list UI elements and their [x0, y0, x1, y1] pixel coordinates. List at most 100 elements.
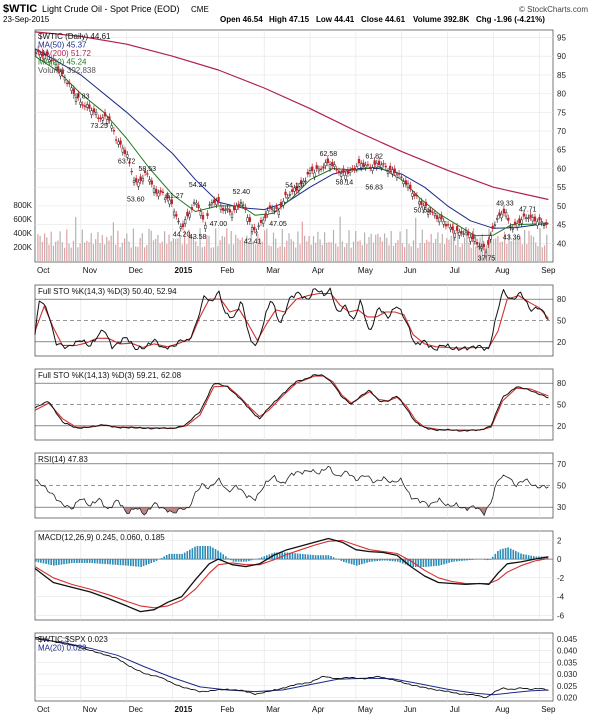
macd-histogram-bar: [117, 559, 119, 565]
volume-bar: [106, 237, 107, 262]
macd-histogram-bar: [156, 559, 158, 561]
y-tick-label: 60: [557, 164, 566, 173]
volume-bar: [362, 245, 363, 262]
y-tick-label: 40: [557, 239, 566, 248]
macd-histogram-bar: [56, 559, 58, 565]
volume-bar: [88, 242, 89, 262]
y-tick-label: 0.025: [557, 682, 578, 691]
price-candle-body: [151, 181, 153, 184]
price-candle-body: [305, 181, 307, 182]
volume-bar: [115, 245, 116, 262]
macd-histogram-bar: [125, 559, 127, 565]
volume-bar: [240, 240, 241, 262]
volume-bar: [324, 232, 325, 262]
price-candle-body: [118, 142, 120, 144]
macd-histogram-bar: [243, 559, 245, 562]
volume-bar: [420, 243, 421, 262]
price-candle-body: [229, 210, 231, 213]
volume-bar: [280, 246, 281, 262]
price-candle-body: [354, 168, 356, 169]
volume-bar: [117, 231, 118, 262]
volume-bar: [162, 242, 163, 263]
macd-histogram-bar: [215, 549, 217, 559]
price-candle-body: [338, 171, 340, 173]
macd-histogram-bar: [433, 559, 435, 566]
volume-bar: [353, 242, 354, 263]
macd-histogram-bar: [518, 552, 520, 559]
price-candle-body: [80, 102, 82, 104]
macd-histogram-bar: [359, 559, 361, 565]
price-candle-body: [135, 179, 137, 183]
volume-bar: [475, 247, 476, 263]
x-tick-label: 2015: [175, 266, 193, 275]
macd-histogram-bar: [253, 559, 255, 560]
macd-histogram-bar: [507, 547, 509, 559]
volume-bar: [468, 242, 469, 262]
macd-histogram-bar: [187, 551, 189, 559]
price-annotation: 73.25: [90, 123, 108, 130]
price-candle-body: [532, 217, 534, 221]
macd-histogram-bar: [169, 554, 171, 559]
macd-histogram-bar: [66, 559, 68, 564]
price-candle-body: [467, 232, 469, 235]
price-candle-body: [280, 202, 282, 206]
volume-bar: [104, 245, 105, 263]
volume-bar: [306, 241, 307, 262]
volume-bar: [428, 242, 429, 262]
price-candle-body: [278, 211, 280, 215]
volume-bar: [48, 245, 49, 262]
macd-histogram-bar: [299, 554, 301, 559]
macd-histogram-bar: [530, 556, 532, 559]
macd-histogram-bar: [495, 554, 497, 559]
macd-histogram-bar: [84, 559, 86, 563]
y-tick-label: 0.045: [557, 635, 578, 644]
price-candle-body: [443, 221, 445, 224]
y-tick-label: 2: [557, 536, 562, 545]
price-candle-body: [102, 118, 104, 121]
macd-histogram-bar: [58, 559, 60, 565]
macd-histogram-bar: [528, 555, 530, 559]
macd-histogram-bar: [443, 559, 445, 564]
price-candle-body: [376, 163, 378, 167]
macd-histogram-bar: [330, 556, 332, 559]
macd-histogram-bar: [436, 559, 438, 566]
volume-bar: [111, 236, 112, 262]
macd-histogram-bar: [166, 555, 168, 559]
price-candle-body: [481, 247, 483, 248]
macd-histogram-bar: [240, 559, 242, 562]
volume-bar: [44, 234, 45, 263]
macd-histogram-bar: [471, 559, 473, 560]
volume-bar: [311, 245, 312, 262]
price-candle-body: [231, 214, 233, 218]
volume-bar: [164, 231, 165, 262]
macd-histogram-bar: [176, 554, 178, 559]
macd-histogram-bar: [505, 548, 507, 559]
volume-bar: [391, 231, 392, 262]
volume-bar: [455, 245, 456, 262]
macd-histogram-bar: [302, 554, 304, 559]
volume-bar: [51, 232, 52, 262]
price-candle-body: [216, 201, 218, 205]
volume-bar: [151, 231, 152, 262]
volume-bar: [175, 239, 176, 262]
price-candle-body: [334, 165, 336, 167]
volume-bar: [155, 239, 156, 262]
price-candle-body: [182, 224, 184, 227]
volume-bar: [264, 230, 265, 262]
price-candle-body: [369, 167, 371, 168]
macd-histogram-bar: [469, 559, 471, 560]
price-candle-body: [536, 222, 538, 226]
volume-bar: [288, 233, 289, 262]
symbol-title: $WTIC: [3, 3, 37, 15]
volume-bar: [373, 243, 374, 263]
macd-histogram-bar: [40, 559, 42, 563]
macd-histogram-bar: [207, 546, 209, 559]
volume-bar: [377, 234, 378, 262]
macd-histogram-bar: [500, 550, 502, 560]
volume-bar: [208, 236, 209, 262]
macd-histogram-bar: [456, 559, 458, 561]
volume-bar: [84, 243, 85, 262]
y-tick-label: 65: [557, 146, 566, 155]
volume-bar: [148, 229, 149, 262]
macd-histogram-bar: [246, 559, 248, 562]
